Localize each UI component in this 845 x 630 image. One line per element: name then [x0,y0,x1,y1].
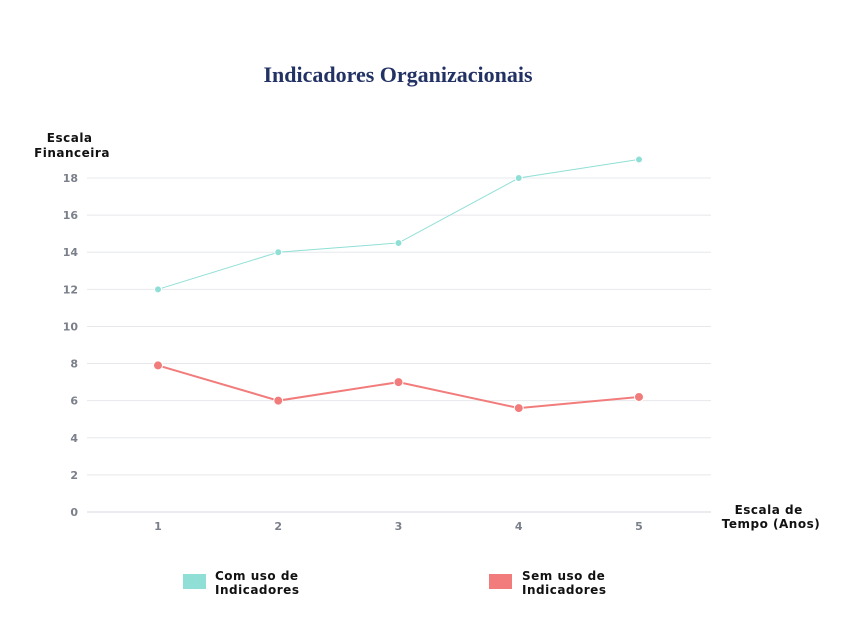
legend: Com uso de Indicadores Sem uso de Indica… [183,569,610,597]
legend-label-com-uso: Com uso de Indicadores [215,569,303,597]
series-1-point-4[interactable] [514,174,523,182]
x-axis-title-line-1: Escala de [735,503,803,517]
legend-swatch-com-uso [183,574,206,589]
series-2-point-2[interactable] [273,395,284,406]
y-tick-label-18: 18 [63,172,78,185]
y-tick-label-4: 4 [70,432,78,445]
x-axis-title: Escala de Tempo (Anos) [722,503,820,531]
series-1 [154,155,643,294]
y-tick-label-2: 2 [70,469,78,482]
series-1-point-1[interactable] [154,285,162,294]
y-axis-title-line-2: Financeira [34,146,110,160]
series-layer [153,155,644,414]
y-tick-label-10: 10 [63,320,79,333]
legend-label-sem-uso-line-1: Sem uso de [522,569,605,583]
series-1-point-2[interactable] [274,248,283,257]
x-tick-label-2: 2 [274,520,282,533]
legend-label-sem-uso-line-2: Indicadores [522,583,606,597]
series-2-point-3[interactable] [393,377,404,388]
y-axis-title-line-1: Escala [47,131,93,145]
legend-label-com-uso-line-1: Com uso de [215,569,299,583]
series-1-point-3[interactable] [394,238,403,247]
x-axis-title-line-2: Tempo (Anos) [722,517,820,531]
y-tick-label-0: 0 [70,506,78,519]
y-tick-label-8: 8 [70,358,78,371]
legend-label-sem-uso: Sem uso de Indicadores [522,569,610,597]
chart-title: Indicadores Organizacionais [263,62,533,87]
series-2-point-5[interactable] [634,391,644,402]
series-2 [153,360,644,414]
series-1-point-5[interactable] [635,155,643,164]
legend-item-com-uso[interactable]: Com uso de Indicadores [183,569,303,597]
x-tick-label-3: 3 [395,520,403,533]
y-tick-label-6: 6 [70,395,78,408]
legend-swatch-sem-uso [489,574,512,589]
x-tick-label-1: 1 [154,520,162,533]
legend-label-com-uso-line-2: Indicadores [215,583,299,597]
series-1-line [157,158,640,290]
y-tick-label-12: 12 [63,283,78,296]
y-axis-ticks: 0 2 4 6 8 10 12 14 16 18 [63,172,79,519]
x-axis-ticks: 1 2 3 4 5 [154,520,643,533]
series-2-point-1[interactable] [153,360,163,371]
y-axis-title: Escala Financeira [34,131,110,160]
y-tick-label-16: 16 [63,209,79,222]
grid-lines [87,177,711,513]
x-tick-label-5: 5 [635,520,643,533]
y-tick-label-14: 14 [63,246,79,259]
x-tick-label-4: 4 [515,520,523,533]
series-2-point-4[interactable] [513,403,524,414]
legend-item-sem-uso[interactable]: Sem uso de Indicadores [489,569,610,597]
